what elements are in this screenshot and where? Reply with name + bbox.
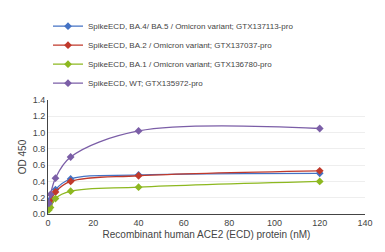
svg-text:0.8: 0.8 (33, 144, 46, 154)
svg-text:40: 40 (134, 218, 144, 228)
svg-text:1.4: 1.4 (33, 95, 46, 105)
svg-text:100: 100 (267, 218, 282, 228)
svg-text:OD 450: OD 450 (17, 139, 28, 174)
svg-text:1.0: 1.0 (33, 128, 46, 138)
svg-text:1.2: 1.2 (33, 111, 46, 121)
svg-text:0.6: 0.6 (33, 160, 46, 170)
svg-text:120: 120 (312, 218, 327, 228)
svg-text:20: 20 (88, 218, 98, 228)
svg-text:0.4: 0.4 (33, 177, 46, 187)
svg-text:80: 80 (224, 218, 234, 228)
svg-text:0.0: 0.0 (33, 209, 46, 219)
svg-text:140: 140 (357, 218, 372, 228)
svg-text:60: 60 (179, 218, 189, 228)
svg-text:SpikeECD, BA.4/ BA.5 / Omicron: SpikeECD, BA.4/ BA.5 / Omicron variant; … (88, 22, 293, 31)
svg-text:SpikeECD, BA.2 / Omicron varia: SpikeECD, BA.2 / Omicron variant; GTX137… (88, 41, 272, 50)
svg-text:SpikeECD, WT; GTX135972-pro: SpikeECD, WT; GTX135972-pro (88, 79, 203, 88)
svg-text:SpikeECD, BA.1 / Omicron varia: SpikeECD, BA.1 / Omicron variant; GTX136… (88, 60, 272, 69)
svg-text:0.2: 0.2 (33, 193, 46, 203)
svg-text:Recombinant human ACE2 (ECD) p: Recombinant human ACE2 (ECD) protein (nM… (103, 229, 311, 240)
svg-text:0: 0 (45, 218, 50, 228)
